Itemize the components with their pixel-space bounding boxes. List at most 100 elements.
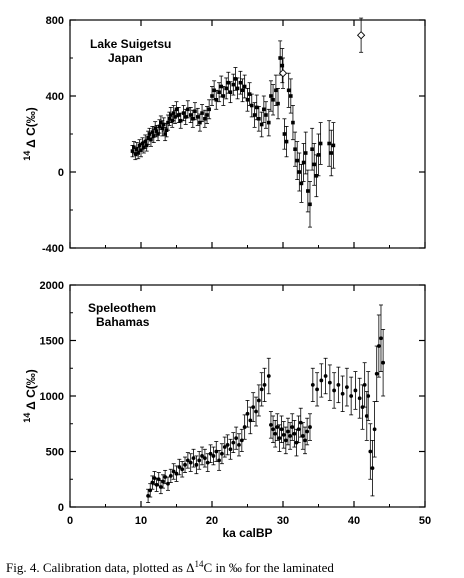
speleothem-y-axis-label-text: Δ C(‰)	[24, 369, 38, 410]
figure-caption: Fig. 4. Calibration data, plotted as Δ14…	[6, 559, 334, 575]
suigetsu-data-point	[174, 101, 179, 118]
speleothem-marker	[234, 436, 239, 441]
speleothem-data-point	[214, 441, 219, 462]
speleothem-y-tick-label: 500	[46, 447, 64, 459]
speleothem-marker	[211, 454, 216, 458]
suigetsu-marker	[205, 113, 209, 117]
speleothem-data-point	[305, 417, 310, 446]
suigetsu-marker	[133, 152, 138, 156]
suigetsu-marker	[150, 130, 155, 134]
speleothem-data-point	[271, 415, 276, 444]
suigetsu-data-point	[238, 70, 243, 95]
speleothem-data-point	[353, 371, 358, 410]
speleothem-data-point	[228, 438, 233, 460]
suigetsu-data-point	[205, 106, 210, 124]
speleothem-annotation-line-2: Bahamas	[96, 315, 150, 329]
suigetsu-data-point	[314, 154, 319, 198]
suigetsu-marker	[242, 84, 247, 89]
suigetsu-marker	[291, 120, 295, 125]
suigetsu-data-point	[256, 106, 261, 132]
speleothem-marker	[372, 427, 377, 432]
suigetsu-marker	[231, 82, 236, 87]
suigetsu-marker	[331, 143, 336, 148]
speleothem-data-point	[194, 455, 199, 475]
suigetsu-y-axis-label-superscript: 14	[22, 151, 32, 161]
suigetsu-data-point	[214, 89, 219, 110]
speleothem-data-point	[259, 372, 264, 407]
suigetsu-marker	[312, 162, 317, 167]
speleothem-data-point	[307, 413, 312, 441]
speleothem-data-point	[165, 476, 170, 491]
speleothem-marker	[242, 425, 247, 429]
speleothem-y-tick-label: 1500	[40, 336, 64, 348]
suigetsu-y-tick-label: 400	[46, 91, 64, 103]
speleothem-data-point	[357, 377, 362, 419]
speleothem-data-point	[217, 449, 222, 471]
speleothem-data-point	[300, 422, 305, 450]
speleothem-marker	[279, 427, 284, 432]
speleothem-data-point	[180, 461, 185, 478]
suigetsu-marker	[217, 90, 221, 94]
speleothem-marker	[152, 476, 157, 481]
speleothem-x-tick-label: 20	[206, 515, 218, 527]
speleothem-marker	[379, 336, 383, 341]
speleothem-marker	[222, 445, 227, 449]
suigetsu-data-point	[297, 152, 302, 192]
speleothem-marker	[163, 475, 168, 479]
speleothem-data-point	[368, 423, 373, 480]
speleothem-data-point	[327, 364, 332, 401]
speleothem-marker	[368, 449, 373, 454]
speleothem-marker	[194, 462, 199, 467]
speleothem-marker	[203, 456, 207, 461]
speleothem-data-point	[381, 328, 386, 397]
speleothem-marker	[310, 383, 315, 387]
speleothem-marker	[332, 388, 337, 393]
speleothem-x-tick-label: 30	[277, 515, 289, 527]
suigetsu-data-point	[316, 133, 321, 177]
speleothem-marker	[362, 383, 367, 387]
suigetsu-data-point	[185, 100, 190, 119]
speleothem-marker	[345, 385, 349, 390]
speleothem-x-axis-label: ka calBP	[222, 526, 272, 540]
suigetsu-y-tick-label: 0	[58, 167, 64, 179]
speleothem-annotation-line-1: Speleothem	[88, 301, 156, 315]
suigetsu-marker	[137, 143, 142, 148]
speleothem-data-point	[292, 420, 297, 448]
speleothem-data-point	[251, 392, 256, 422]
suigetsu-data-point	[176, 107, 181, 123]
speleothem-marker	[150, 480, 155, 485]
speleothem-y-tick-label: 0	[58, 502, 64, 514]
speleothem-marker	[319, 378, 324, 383]
suigetsu-y-tick-label: 800	[46, 15, 64, 27]
suigetsu-marker	[269, 94, 273, 98]
suigetsu-data-point	[303, 131, 308, 175]
suigetsu-marker	[212, 88, 216, 93]
suigetsu-marker	[181, 111, 186, 115]
speleothem-data-point	[362, 362, 367, 408]
speleothem-marker	[225, 442, 230, 447]
suigetsu-marker	[140, 141, 145, 146]
speleothem-y-tick-label: 2000	[40, 280, 64, 292]
suigetsu-marker	[295, 158, 299, 163]
suigetsu-marker	[240, 88, 245, 93]
suigetsu-marker	[191, 117, 195, 121]
suigetsu-data-point	[276, 88, 281, 120]
suigetsu-annotation-line-2: Japan	[108, 51, 143, 65]
speleothem-data-point	[174, 465, 179, 482]
speleothem-data-point	[285, 417, 290, 446]
speleothem-marker	[360, 405, 365, 409]
suigetsu-data-marks	[130, 17, 366, 228]
suigetsu-marker	[329, 151, 334, 155]
suigetsu-marker	[293, 147, 297, 151]
caption-suffix: C in ‰ for the laminated	[204, 560, 335, 575]
suigetsu-marker	[157, 124, 162, 129]
suigetsu-data-point	[247, 82, 252, 106]
suigetsu-marker	[267, 120, 271, 125]
suigetsu-data-point	[200, 104, 205, 123]
speleothem-marker	[283, 438, 288, 443]
speleothem-data-point	[245, 400, 250, 428]
speleothem-data-point	[236, 433, 241, 457]
suigetsu-marker	[196, 115, 200, 119]
suigetsu-marker	[284, 139, 289, 144]
